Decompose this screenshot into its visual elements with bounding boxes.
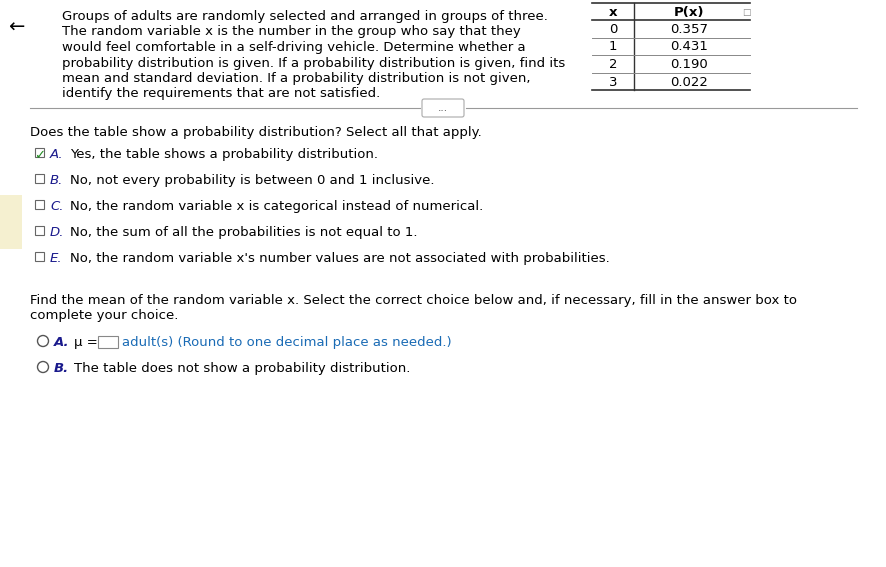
Text: 0.190: 0.190 — [670, 58, 708, 71]
Text: ...: ... — [438, 103, 447, 113]
Text: ←: ← — [8, 18, 24, 37]
Text: ✓: ✓ — [34, 149, 45, 162]
Text: x: x — [608, 6, 617, 19]
Text: identify the requirements that are not satisfied.: identify the requirements that are not s… — [62, 87, 380, 100]
Text: Groups of adults are randomly selected and arranged in groups of three.: Groups of adults are randomly selected a… — [62, 10, 548, 23]
Text: Does the table show a probability distribution? Select all that apply.: Does the table show a probability distri… — [30, 126, 481, 139]
Text: No, the random variable x is categorical instead of numerical.: No, the random variable x is categorical… — [70, 200, 483, 213]
Text: No, not every probability is between 0 and 1 inclusive.: No, not every probability is between 0 a… — [70, 174, 434, 187]
Text: adult(s) (Round to one decimal place as needed.): adult(s) (Round to one decimal place as … — [122, 336, 452, 349]
Bar — [98, 336, 119, 348]
Text: The table does not show a probability distribution.: The table does not show a probability di… — [74, 362, 410, 375]
Text: Yes, the table shows a probability distribution.: Yes, the table shows a probability distr… — [70, 148, 377, 161]
Bar — [0, 195, 22, 249]
Text: B.: B. — [50, 174, 63, 187]
Text: 0.022: 0.022 — [670, 75, 708, 88]
Text: 0.357: 0.357 — [670, 23, 708, 36]
Text: 1: 1 — [608, 40, 617, 53]
Bar — [35, 200, 44, 209]
Bar — [35, 252, 44, 261]
Text: No, the random variable x's number values are not associated with probabilities.: No, the random variable x's number value… — [70, 252, 609, 265]
Text: Find the mean of the random variable x. Select the correct choice below and, if : Find the mean of the random variable x. … — [30, 294, 797, 307]
Text: A.: A. — [50, 148, 64, 161]
Text: No, the sum of all the probabilities is not equal to 1.: No, the sum of all the probabilities is … — [70, 226, 417, 239]
Text: would feel comfortable in a self-driving vehicle. Determine whether a: would feel comfortable in a self-driving… — [62, 41, 525, 54]
Bar — [35, 174, 44, 183]
Text: probability distribution is given. If a probability distribution is given, find : probability distribution is given. If a … — [62, 57, 564, 70]
Text: C.: C. — [50, 200, 64, 213]
Text: B.: B. — [53, 362, 68, 375]
Text: 0: 0 — [608, 23, 617, 36]
Bar — [35, 226, 44, 235]
Text: complete your choice.: complete your choice. — [30, 309, 178, 322]
Bar — [35, 148, 44, 157]
Text: P(x): P(x) — [673, 6, 704, 19]
Text: The random variable x is the number in the group who say that they: The random variable x is the number in t… — [62, 26, 520, 39]
Text: □: □ — [741, 8, 750, 17]
Text: 2: 2 — [608, 58, 617, 71]
Text: mean and standard deviation. If a probability distribution is not given,: mean and standard deviation. If a probab… — [62, 72, 530, 85]
Text: D.: D. — [50, 226, 65, 239]
Text: A.: A. — [53, 336, 69, 349]
Circle shape — [37, 362, 49, 373]
Text: 3: 3 — [608, 75, 617, 88]
FancyBboxPatch shape — [422, 99, 463, 117]
Text: 0.431: 0.431 — [670, 40, 708, 53]
Text: μ =: μ = — [74, 336, 98, 349]
Circle shape — [37, 336, 49, 346]
Text: E.: E. — [50, 252, 63, 265]
